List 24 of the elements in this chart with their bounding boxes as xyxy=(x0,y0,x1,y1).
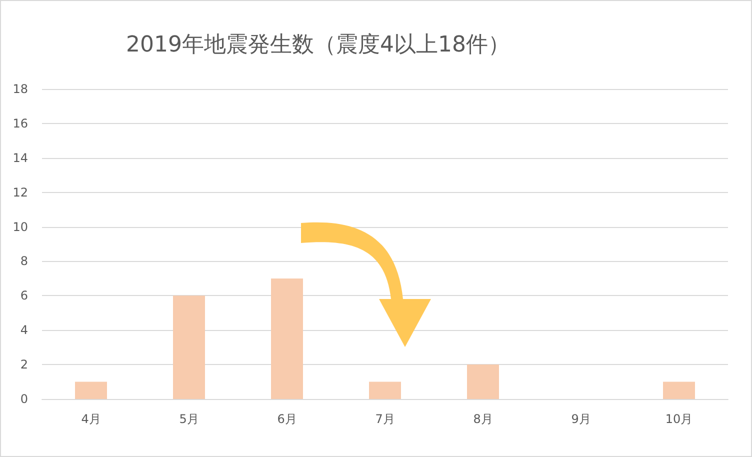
x-tick-label: 10月 xyxy=(665,412,693,426)
y-tick-label: 2 xyxy=(20,358,28,372)
y-tick-label: 10 xyxy=(12,220,28,234)
y-tick-label: 4 xyxy=(20,323,28,338)
x-tick-label: 7月 xyxy=(375,412,395,426)
bar xyxy=(369,382,401,399)
y-tick-label: 6 xyxy=(20,288,28,303)
y-tick-label: 18 xyxy=(12,82,28,96)
bar xyxy=(75,382,107,399)
bar xyxy=(467,364,499,399)
y-tick-label: 16 xyxy=(12,116,28,130)
y-tick-label: 12 xyxy=(12,185,28,200)
bar xyxy=(663,382,695,399)
y-tick-label: 14 xyxy=(12,150,28,165)
y-tick-label: 0 xyxy=(20,392,28,406)
chart-title: 2019年地震発生数（震度4以上18件） xyxy=(126,32,510,58)
bar xyxy=(173,296,205,399)
x-tick-label: 8月 xyxy=(473,412,493,426)
x-tick-label: 6月 xyxy=(277,412,297,426)
y-tick-label: 8 xyxy=(20,254,28,268)
x-tick-label: 4月 xyxy=(81,412,101,426)
x-tick-label: 5月 xyxy=(179,412,199,426)
x-tick-label: 9月 xyxy=(571,412,591,426)
bar xyxy=(271,278,303,399)
